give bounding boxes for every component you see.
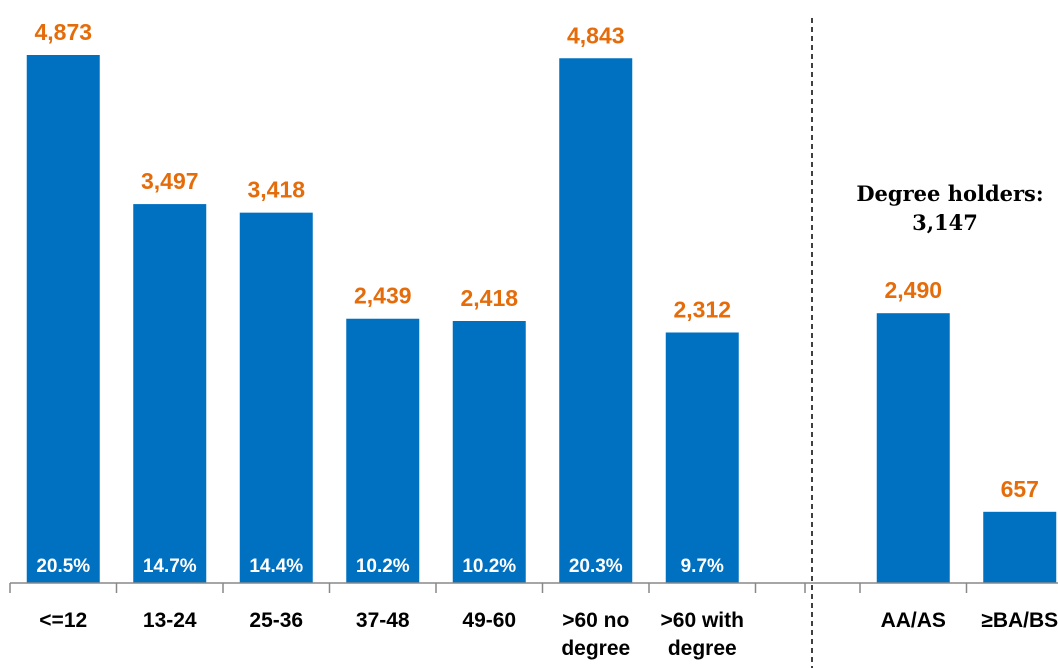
category-label-0-5: >60 no [562, 609, 629, 632]
category-label-0-2: 25-36 [249, 609, 303, 632]
bar-0-5 [559, 58, 633, 584]
x-axis-ticks [9, 583, 968, 593]
category-label-0-6-line-1: degree [668, 637, 737, 660]
percent-label-0-0: 20.5% [36, 556, 90, 577]
bar-0-0 [26, 55, 100, 583]
bar-0-4 [452, 321, 526, 583]
percent-label-0-4: 10.2% [462, 556, 516, 577]
degree-holders-annotation: Degree holders: 3,147 [856, 181, 1043, 235]
bar-0-6 [665, 332, 739, 583]
annotation-line-2: 3,147 [912, 210, 978, 235]
percent-label-0-3: 10.2% [356, 556, 410, 577]
percent-label-0-2: 14.4% [249, 556, 303, 577]
annotation-line-1: Degree holders: [856, 181, 1043, 206]
percent-label-0-5: 20.3% [569, 556, 623, 577]
category-label-0-3: 37-48 [356, 609, 410, 632]
value-label-0-4: 2,418 [460, 285, 518, 311]
category-label-0-1: 13-24 [143, 609, 197, 632]
value-label-0-5: 4,843 [567, 22, 625, 48]
category-label-0-5-line-1: degree [561, 637, 630, 660]
category-label-1-1: ≥BA/BS [981, 609, 1058, 632]
value-label-0-0: 4,873 [34, 19, 92, 45]
bars-layer [26, 55, 1057, 584]
bar-0-3 [346, 318, 420, 583]
value-label-1-1: 657 [1001, 476, 1039, 502]
category-label-0-0: <=12 [39, 609, 87, 632]
value-label-1-0: 2,490 [884, 277, 942, 303]
percent-label-0-1: 14.7% [143, 556, 197, 577]
bar-0-2 [239, 212, 313, 583]
bar-1-1 [983, 511, 1057, 583]
category-label-0-4: 49-60 [462, 609, 516, 632]
value-label-0-3: 2,439 [354, 283, 412, 309]
percent-label-0-6: 9.7% [681, 556, 724, 577]
value-label-0-2: 3,418 [247, 177, 305, 203]
labels-layer: 4,873 20.5% <=12 3,497 14.7% 13-24 3,418 14.4% 2… [34, 19, 1058, 660]
bar-0-1 [133, 204, 207, 584]
bar-1-0 [876, 313, 950, 583]
value-label-0-1: 3,497 [141, 168, 199, 194]
category-label-1-0: AA/AS [881, 609, 946, 632]
value-label-0-6: 2,312 [673, 296, 731, 322]
category-label-0-6: >60 with [661, 609, 744, 632]
